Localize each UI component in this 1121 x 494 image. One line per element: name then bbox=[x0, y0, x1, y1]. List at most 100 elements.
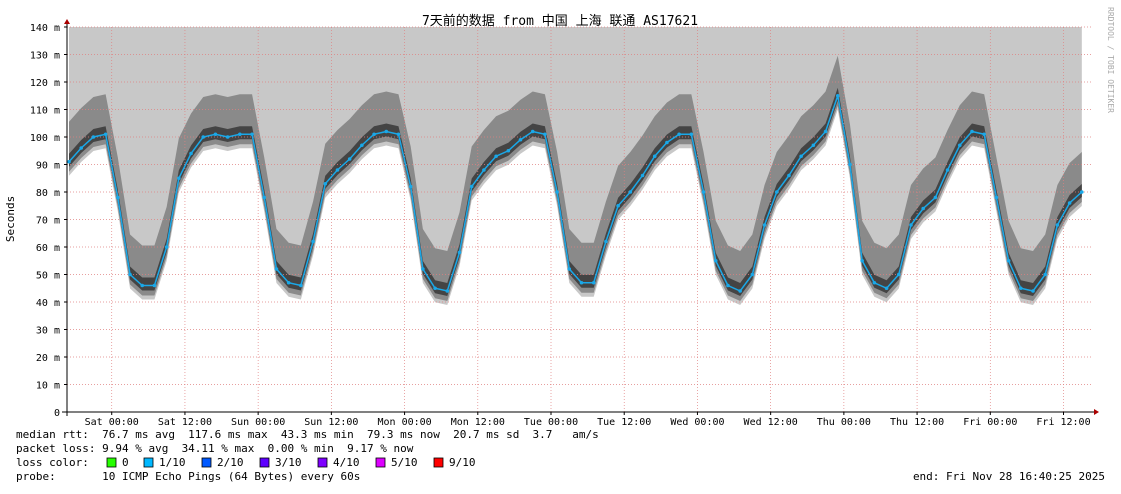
y-tick-label: 140 m bbox=[30, 23, 60, 34]
median-point bbox=[408, 184, 413, 189]
loss-swatch bbox=[259, 457, 270, 468]
median-point bbox=[311, 239, 315, 244]
loss-swatch bbox=[433, 457, 444, 468]
median-point bbox=[957, 143, 962, 148]
median-point bbox=[640, 173, 645, 178]
median-point bbox=[299, 283, 303, 288]
end-time: end: Fri Nov 28 16:40:25 2025 bbox=[913, 470, 1105, 483]
median-point bbox=[713, 258, 718, 263]
median-point bbox=[372, 132, 376, 137]
x-tick-label: Sat 12:00 bbox=[158, 417, 212, 428]
median-point bbox=[579, 280, 584, 285]
y-tick-label: 30 m bbox=[36, 326, 60, 337]
median-point bbox=[1043, 272, 1048, 277]
median-point bbox=[835, 93, 840, 98]
x-tick-label: Tue 00:00 bbox=[524, 417, 578, 428]
median-point bbox=[421, 267, 425, 271]
x-tick-label: Thu 12:00 bbox=[890, 417, 944, 428]
median-point bbox=[677, 132, 681, 137]
x-tick-label: Sun 12:00 bbox=[304, 417, 358, 428]
median-point bbox=[738, 289, 742, 293]
loss-swatch bbox=[106, 457, 117, 468]
median-point bbox=[396, 132, 401, 137]
median-point bbox=[909, 223, 913, 227]
y-tick-label: 100 m bbox=[30, 133, 60, 144]
median-point bbox=[238, 132, 242, 137]
median-point bbox=[213, 132, 218, 137]
loss-swatch bbox=[317, 457, 328, 468]
median-point bbox=[787, 173, 791, 178]
median-point bbox=[103, 132, 108, 137]
median-point bbox=[79, 146, 84, 150]
median-point bbox=[250, 132, 254, 137]
median-point bbox=[970, 129, 974, 134]
y-tick-label: 110 m bbox=[30, 106, 60, 117]
median-rtt: median rtt: 76.7 ms avg 117.6 ms max 43.… bbox=[16, 428, 599, 441]
median-point bbox=[445, 289, 450, 293]
median-point bbox=[1006, 258, 1011, 263]
y-tick-label: 130 m bbox=[30, 51, 60, 62]
x-tick-label: Mon 12:00 bbox=[451, 417, 505, 428]
median-point bbox=[665, 140, 669, 145]
loss-label: 3/10 bbox=[275, 456, 302, 469]
plot-area bbox=[67, 26, 1092, 413]
loss-color-label: loss color: bbox=[16, 456, 89, 469]
y-tick-label: 50 m bbox=[36, 271, 60, 282]
loss-swatch bbox=[201, 457, 212, 468]
median-point bbox=[689, 132, 694, 137]
y-tick-label: 40 m bbox=[36, 298, 60, 309]
median-point bbox=[177, 176, 181, 181]
median-point bbox=[201, 135, 206, 139]
median-point bbox=[469, 184, 474, 189]
median-point bbox=[482, 168, 486, 172]
median-point bbox=[225, 135, 230, 139]
median-point bbox=[994, 195, 999, 200]
median-point bbox=[591, 280, 596, 285]
median-point bbox=[335, 168, 340, 172]
y-tick-label: 60 m bbox=[36, 243, 60, 254]
median-point bbox=[762, 223, 767, 227]
median-point bbox=[701, 190, 706, 194]
median-point bbox=[823, 129, 828, 134]
y-tick-label: 90 m bbox=[36, 161, 60, 172]
median-point bbox=[286, 280, 291, 285]
median-point bbox=[933, 195, 938, 200]
watermark: RRDTOOL / TOBI OETIKER bbox=[1106, 7, 1115, 113]
median-point bbox=[982, 132, 986, 137]
y-tick-label: 70 m bbox=[36, 216, 60, 227]
x-tick-label: Wed 00:00 bbox=[670, 417, 724, 428]
median-point bbox=[860, 258, 864, 263]
median-point bbox=[774, 190, 779, 194]
x-tick-label: Mon 00:00 bbox=[377, 417, 431, 428]
median-point bbox=[1018, 286, 1023, 291]
median-point bbox=[494, 154, 498, 159]
median-point bbox=[128, 272, 132, 277]
median-point bbox=[433, 286, 437, 291]
loss-swatch bbox=[143, 457, 154, 468]
median-point bbox=[921, 206, 925, 211]
loss-swatch bbox=[375, 457, 386, 468]
median-point bbox=[457, 250, 462, 255]
y-tick-label: 0 bbox=[54, 408, 60, 419]
median-point bbox=[506, 148, 511, 153]
median-point bbox=[67, 159, 71, 164]
median-point bbox=[555, 190, 559, 194]
x-tick-label: Sat 00:00 bbox=[85, 417, 139, 428]
median-point bbox=[384, 129, 389, 134]
y-tick-label: 80 m bbox=[36, 188, 60, 199]
y-tick-label: 10 m bbox=[36, 381, 60, 392]
loss-label: 2/10 bbox=[217, 456, 244, 469]
loss-label: 4/10 bbox=[333, 456, 360, 469]
median-line bbox=[68, 95, 1083, 292]
median-point bbox=[164, 245, 169, 249]
x-tick-label: Fri 12:00 bbox=[1036, 417, 1090, 428]
x-tick-label: Wed 12:00 bbox=[744, 417, 798, 428]
median-point bbox=[543, 132, 547, 137]
median-point bbox=[945, 168, 950, 172]
median-point bbox=[152, 283, 157, 288]
x-tick-label: Thu 00:00 bbox=[817, 417, 871, 428]
x-tick-label: Tue 12:00 bbox=[597, 417, 651, 428]
median-point bbox=[799, 154, 803, 159]
median-point bbox=[360, 143, 364, 148]
